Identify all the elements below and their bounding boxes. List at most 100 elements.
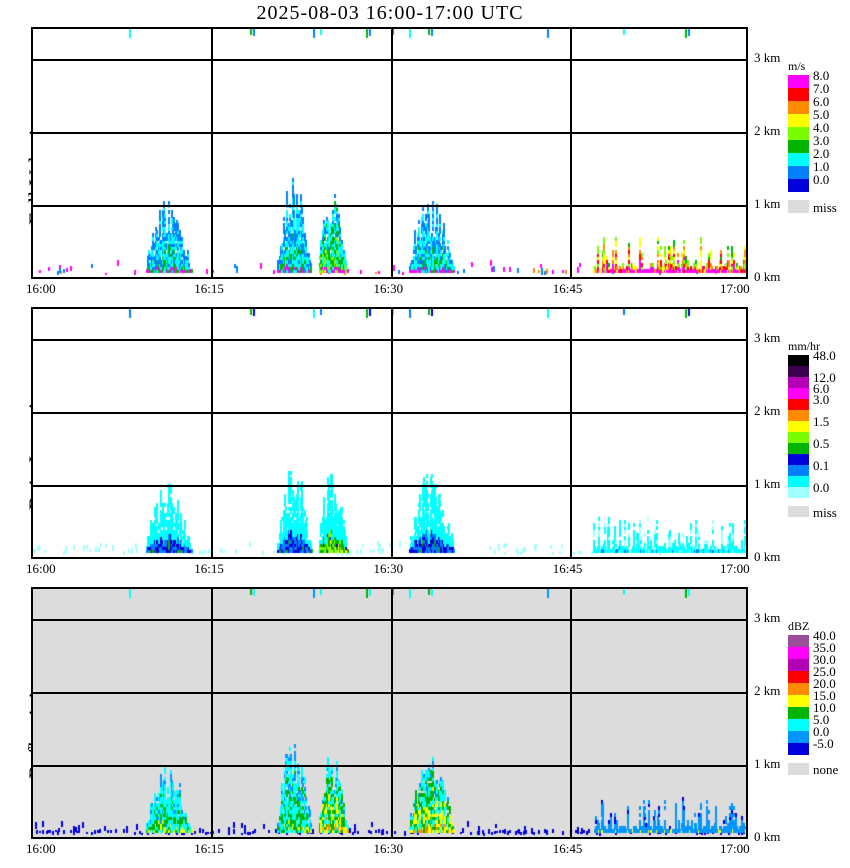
x-tick-1615: 16:15 xyxy=(194,561,224,576)
x-tick-1615: 16:15 xyxy=(194,841,224,856)
chart-title: 2025-08-03 16:00-17:00 UTC xyxy=(256,2,524,24)
y-tick-1-km: 1 km xyxy=(754,476,781,492)
x-tick-1700: 17:00 xyxy=(720,841,750,856)
colorbar-band xyxy=(788,388,809,399)
colorbar-tick: 8.0 xyxy=(813,68,830,83)
colorbar-tick: 30.0 xyxy=(813,652,836,667)
colorbar-tick: -5.0 xyxy=(813,736,834,751)
x-tick-1630: 16:30 xyxy=(373,841,404,856)
y-tick-0-km: 0 km xyxy=(754,269,781,284)
gridline-height-1km xyxy=(33,205,746,208)
panel-fall-velocity: Fall Velocity0 km1 km2 km3 km16:0016:151… xyxy=(0,27,850,296)
colorbar-tick: 5.0 xyxy=(813,107,830,122)
gridline-time-30 xyxy=(390,309,393,557)
colorbar-unit-rain-intensity: mm/hr xyxy=(788,339,820,353)
colorbar-band xyxy=(788,659,809,671)
x-tick-1600: 16:00 xyxy=(26,561,56,576)
gridline-time-15 xyxy=(211,589,214,837)
colorbar-fall-velocity: m/s 8.0 7.0 6.0 5.0 4.0 3.0 2.0 1.0 0.0 miss xyxy=(788,59,850,226)
gridline-height-2km xyxy=(33,132,746,135)
gridline-time-30 xyxy=(390,29,393,277)
colorbar-tick: 0.5 xyxy=(813,436,830,451)
colorbar-band xyxy=(788,377,809,388)
colorbar-tick: 3.0 xyxy=(813,133,830,148)
colorbar-band xyxy=(788,179,809,192)
colorbar-missing-label-rain-intensity: miss xyxy=(813,504,837,520)
colorbar-band xyxy=(788,635,809,647)
colorbar-band xyxy=(788,140,809,153)
x-tick-1600: 16:00 xyxy=(26,281,56,296)
colorbar-band xyxy=(788,153,809,166)
colorbar-band xyxy=(788,366,809,377)
colorbar-tick: 35.0 xyxy=(813,640,836,655)
x-tick-1600: 16:00 xyxy=(26,841,56,856)
gridline-height-2km xyxy=(33,692,746,695)
colorbar-band xyxy=(788,465,809,476)
gridline-time-45 xyxy=(569,309,572,557)
y-tick-1-km: 1 km xyxy=(754,756,781,772)
colorbar-tick: 0.0 xyxy=(813,172,830,187)
colorbar-tick: 7.0 xyxy=(813,81,830,96)
colorbar-band xyxy=(788,487,809,498)
colorbar-rain-intensity: mm/hr 48.0 12.0 6.0 3.0 1.5 0.5 0.1 0.0 miss xyxy=(788,339,850,532)
panel-reflectivity: Reflectivity0 km1 km2 km3 km16:0016:1516… xyxy=(0,587,850,856)
colorbar-tick: 48.0 xyxy=(813,348,836,363)
y-tick-0-km: 0 km xyxy=(754,549,781,564)
y-tick-2-km: 2 km xyxy=(754,403,781,419)
colorbar-tick: 6.0 xyxy=(813,94,830,109)
x-tick-1645: 16:45 xyxy=(552,561,583,576)
colorbar-band xyxy=(788,355,809,366)
colorbar-missing-label-reflectivity: none xyxy=(813,762,839,777)
colorbar-tick: 0.0 xyxy=(813,724,830,739)
colorbar-tick: 1.5 xyxy=(813,414,830,429)
colorbar-band xyxy=(788,695,809,707)
colorbar-band xyxy=(788,399,809,410)
colorbar-tick: 0.1 xyxy=(813,458,830,473)
y-tick-1-km: 1 km xyxy=(754,196,781,212)
colorbar-tick: 2.0 xyxy=(813,146,830,161)
x-tick-1615: 16:15 xyxy=(194,281,224,296)
gridline-time-45 xyxy=(569,29,572,277)
x-tick-1630: 16:30 xyxy=(373,561,404,576)
y-tick-2-km: 2 km xyxy=(754,123,781,139)
panel-rain-intensity: Rain Intensity0 km1 km2 km3 km16:0016:15… xyxy=(0,307,850,576)
x-tick-1700: 17:00 xyxy=(720,281,750,296)
colorbar-band xyxy=(788,671,809,683)
colorbar-missing-label-fall-velocity: miss xyxy=(813,199,837,215)
colorbar-band xyxy=(788,166,809,179)
colorbar-tick: 12.0 xyxy=(813,370,836,385)
y-tick-2-km: 2 km xyxy=(754,683,781,699)
colorbar-band xyxy=(788,743,809,755)
gridline-height-1km xyxy=(33,765,746,768)
radar-data-rain-intensity xyxy=(33,309,746,557)
colorbar-tick: 5.0 xyxy=(813,712,830,727)
colorbar-band xyxy=(788,75,809,88)
colorbar-band xyxy=(788,647,809,659)
colorbar-band xyxy=(788,421,809,432)
colorbar-band xyxy=(788,114,809,127)
colorbar-band xyxy=(788,101,809,114)
colorbar-tick: 0.0 xyxy=(813,480,830,495)
colorbar-tick: 40.0 xyxy=(813,628,836,643)
gridline-height-3km xyxy=(33,339,746,342)
colorbar-band xyxy=(788,731,809,743)
radar-data-reflectivity xyxy=(33,589,746,837)
colorbar-missing-swatch-reflectivity xyxy=(788,763,809,775)
colorbar-tick: 25.0 xyxy=(813,664,836,679)
y-tick-3-km: 3 km xyxy=(754,50,781,66)
colorbar-missing-swatch-rain-intensity xyxy=(788,506,809,517)
colorbar-tick: 15.0 xyxy=(813,688,836,703)
colorbar-band xyxy=(788,683,809,695)
y-tick-3-km: 3 km xyxy=(754,330,781,346)
y-tick-0-km: 0 km xyxy=(754,829,781,844)
colorbar-band xyxy=(788,719,809,731)
colorbar-band xyxy=(788,127,809,140)
gridline-height-1km xyxy=(33,485,746,488)
plot-area-fall-velocity xyxy=(31,27,748,279)
gridline-time-45 xyxy=(569,589,572,837)
colorbar-unit-reflectivity: dBZ xyxy=(788,619,810,633)
y-tick-3-km: 3 km xyxy=(754,610,781,626)
gridline-height-2km xyxy=(33,412,746,415)
x-tick-1645: 16:45 xyxy=(552,841,583,856)
colorbar-band xyxy=(788,432,809,443)
